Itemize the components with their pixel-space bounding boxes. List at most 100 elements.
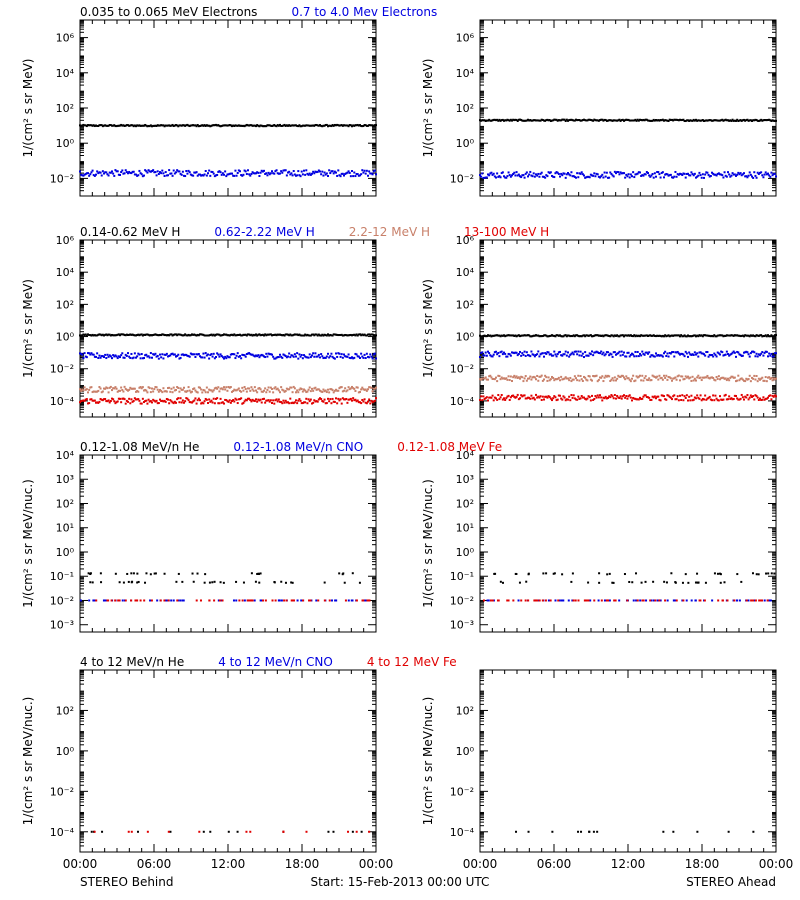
data-point bbox=[684, 335, 687, 338]
data-point bbox=[81, 388, 84, 391]
data-point bbox=[554, 118, 557, 121]
data-point bbox=[555, 378, 558, 381]
data-point bbox=[755, 118, 758, 121]
data-point bbox=[535, 119, 537, 122]
data-point bbox=[563, 353, 566, 356]
data-point bbox=[235, 580, 238, 583]
data-point bbox=[591, 119, 593, 122]
data-point bbox=[554, 378, 557, 381]
data-point bbox=[664, 376, 667, 379]
data-point bbox=[129, 333, 132, 336]
data-point bbox=[349, 397, 352, 400]
data-point bbox=[512, 351, 515, 354]
data-point bbox=[90, 398, 93, 401]
data-point bbox=[677, 173, 680, 176]
data-point bbox=[84, 355, 87, 358]
data-point bbox=[612, 397, 615, 400]
data-point bbox=[661, 118, 664, 121]
data-point bbox=[539, 335, 542, 338]
data-point bbox=[694, 599, 697, 602]
data-point bbox=[283, 334, 286, 337]
data-point bbox=[562, 353, 565, 356]
data-point bbox=[277, 172, 280, 175]
data-point bbox=[185, 124, 188, 127]
data-point bbox=[688, 174, 691, 177]
data-point bbox=[252, 124, 255, 127]
data-point bbox=[663, 176, 665, 179]
data-point bbox=[229, 386, 232, 389]
data-point bbox=[328, 334, 331, 337]
data-point bbox=[202, 124, 205, 127]
y-axis-label: 1/(cm² s sr MeV/nuc.) bbox=[421, 479, 435, 608]
legend-label: 0.7 to 4.0 Mev Electrons bbox=[291, 5, 437, 19]
data-point bbox=[639, 599, 642, 602]
data-point bbox=[493, 175, 496, 178]
data-point bbox=[512, 376, 515, 379]
data-point bbox=[635, 375, 638, 378]
data-point bbox=[482, 334, 485, 337]
data-point bbox=[541, 379, 544, 382]
data-point bbox=[100, 355, 103, 358]
data-point bbox=[335, 599, 338, 602]
data-point bbox=[200, 333, 203, 336]
data-point bbox=[551, 119, 553, 122]
data-point bbox=[480, 335, 483, 338]
data-point bbox=[728, 395, 731, 398]
data-point bbox=[581, 379, 584, 382]
data-point bbox=[773, 172, 776, 175]
data-point bbox=[359, 124, 361, 127]
data-point bbox=[226, 334, 229, 337]
data-point bbox=[267, 171, 270, 174]
data-point bbox=[157, 124, 160, 127]
data-point bbox=[223, 386, 225, 389]
data-point bbox=[115, 170, 118, 173]
data-point bbox=[138, 169, 141, 172]
data-point bbox=[682, 599, 685, 602]
data-point bbox=[323, 333, 326, 336]
data-point bbox=[611, 334, 614, 337]
data-point bbox=[255, 125, 257, 128]
y-tick-label: 10⁰ bbox=[56, 137, 75, 150]
data-point bbox=[226, 400, 229, 403]
data-point bbox=[219, 581, 222, 584]
data-point bbox=[659, 399, 662, 402]
data-point bbox=[320, 124, 323, 127]
data-point bbox=[220, 354, 223, 357]
data-point bbox=[237, 387, 240, 390]
data-point bbox=[571, 351, 574, 354]
data-point bbox=[209, 125, 212, 128]
data-point bbox=[666, 352, 669, 355]
data-point bbox=[597, 378, 600, 381]
data-point bbox=[749, 119, 752, 122]
data-point bbox=[145, 124, 148, 127]
data-point bbox=[748, 171, 751, 174]
data-point bbox=[693, 172, 696, 175]
data-point bbox=[720, 350, 723, 353]
data-point bbox=[520, 334, 523, 337]
data-point bbox=[149, 400, 152, 403]
data-point bbox=[339, 175, 342, 178]
data-point bbox=[554, 353, 557, 356]
data-point bbox=[276, 124, 279, 127]
data-point bbox=[172, 402, 175, 405]
data-point bbox=[242, 173, 245, 176]
data-point bbox=[237, 333, 240, 336]
y-tick-label: 10⁶ bbox=[56, 32, 75, 45]
data-point bbox=[364, 334, 367, 337]
data-point bbox=[745, 396, 748, 399]
data-point bbox=[266, 355, 269, 358]
data-point bbox=[120, 401, 123, 404]
data-point bbox=[136, 124, 139, 127]
data-point bbox=[89, 398, 92, 401]
data-point bbox=[171, 391, 174, 394]
data-point bbox=[585, 398, 588, 401]
data-point bbox=[322, 174, 325, 177]
data-point bbox=[578, 119, 581, 122]
y-axis-label: 1/(cm² s sr MeV) bbox=[421, 59, 435, 158]
data-point bbox=[549, 599, 552, 602]
data-point bbox=[617, 119, 620, 122]
data-point bbox=[693, 351, 696, 354]
data-point bbox=[761, 174, 764, 177]
data-point bbox=[243, 385, 246, 388]
data-point bbox=[99, 333, 102, 336]
